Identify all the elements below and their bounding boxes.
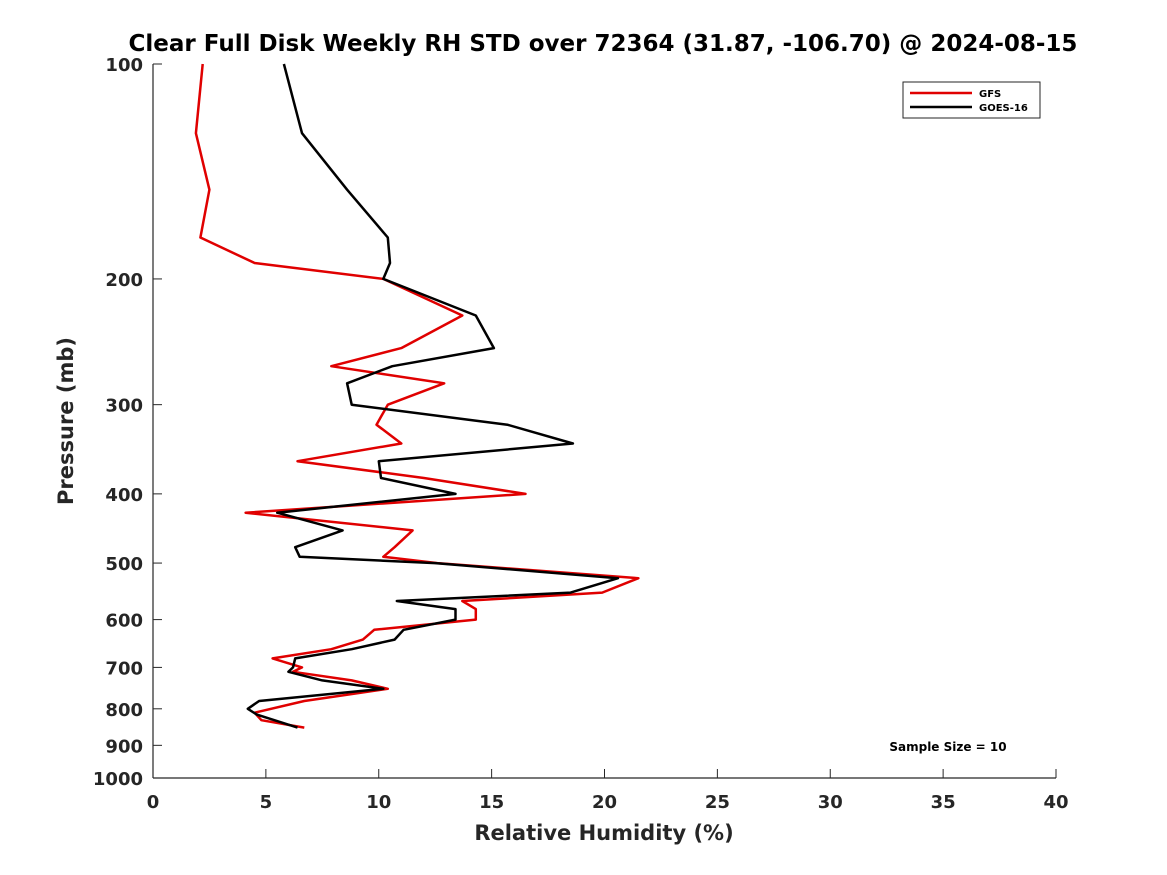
legend-label-goes-16: GOES-16 bbox=[979, 103, 1028, 114]
legend-box bbox=[902, 81, 1041, 119]
chart-title: Clear Full Disk Weekly RH STD over 72364… bbox=[129, 31, 1078, 57]
x-tick-label: 35 bbox=[931, 792, 956, 813]
x-tick-label: 0 bbox=[147, 792, 160, 813]
x-tick-label: 15 bbox=[479, 792, 504, 813]
x-tick-label: 30 bbox=[818, 792, 843, 813]
y-tick-label: 900 bbox=[105, 736, 143, 757]
x-tick-label: 40 bbox=[1043, 792, 1068, 813]
x-tick-label: 10 bbox=[366, 792, 391, 813]
y-tick-label: 500 bbox=[105, 554, 143, 575]
series-line-goes-16 bbox=[246, 63, 620, 729]
x-tick-label: 25 bbox=[705, 792, 730, 813]
y-tick-label: 800 bbox=[105, 700, 143, 721]
y-tick-label: 300 bbox=[105, 396, 143, 417]
series-layer bbox=[194, 63, 640, 729]
x-tick-label: 20 bbox=[592, 792, 617, 813]
axis-ticks: 0 5 10 15 20 25 30 35 40 100 200 300 400 500 600 700 800… bbox=[93, 55, 1069, 813]
y-axis-label: Pressure (mb) bbox=[54, 337, 78, 505]
y-tick-label: 1000 bbox=[93, 769, 143, 790]
y-tick-label: 700 bbox=[105, 658, 143, 679]
x-tick-label: 5 bbox=[260, 792, 273, 813]
y-tick-label: 200 bbox=[105, 270, 143, 291]
sample-size-note: Sample Size = 10 bbox=[889, 740, 1006, 754]
legend: GFS GOES-16 bbox=[902, 81, 1041, 119]
y-tick-label: 400 bbox=[105, 485, 143, 506]
y-tick-label: 600 bbox=[105, 611, 143, 632]
x-axis-label: Relative Humidity (%) bbox=[474, 821, 733, 845]
series-line-gfs bbox=[194, 63, 640, 729]
legend-label-gfs: GFS bbox=[979, 89, 1001, 100]
y-tick-label: 100 bbox=[105, 55, 143, 76]
